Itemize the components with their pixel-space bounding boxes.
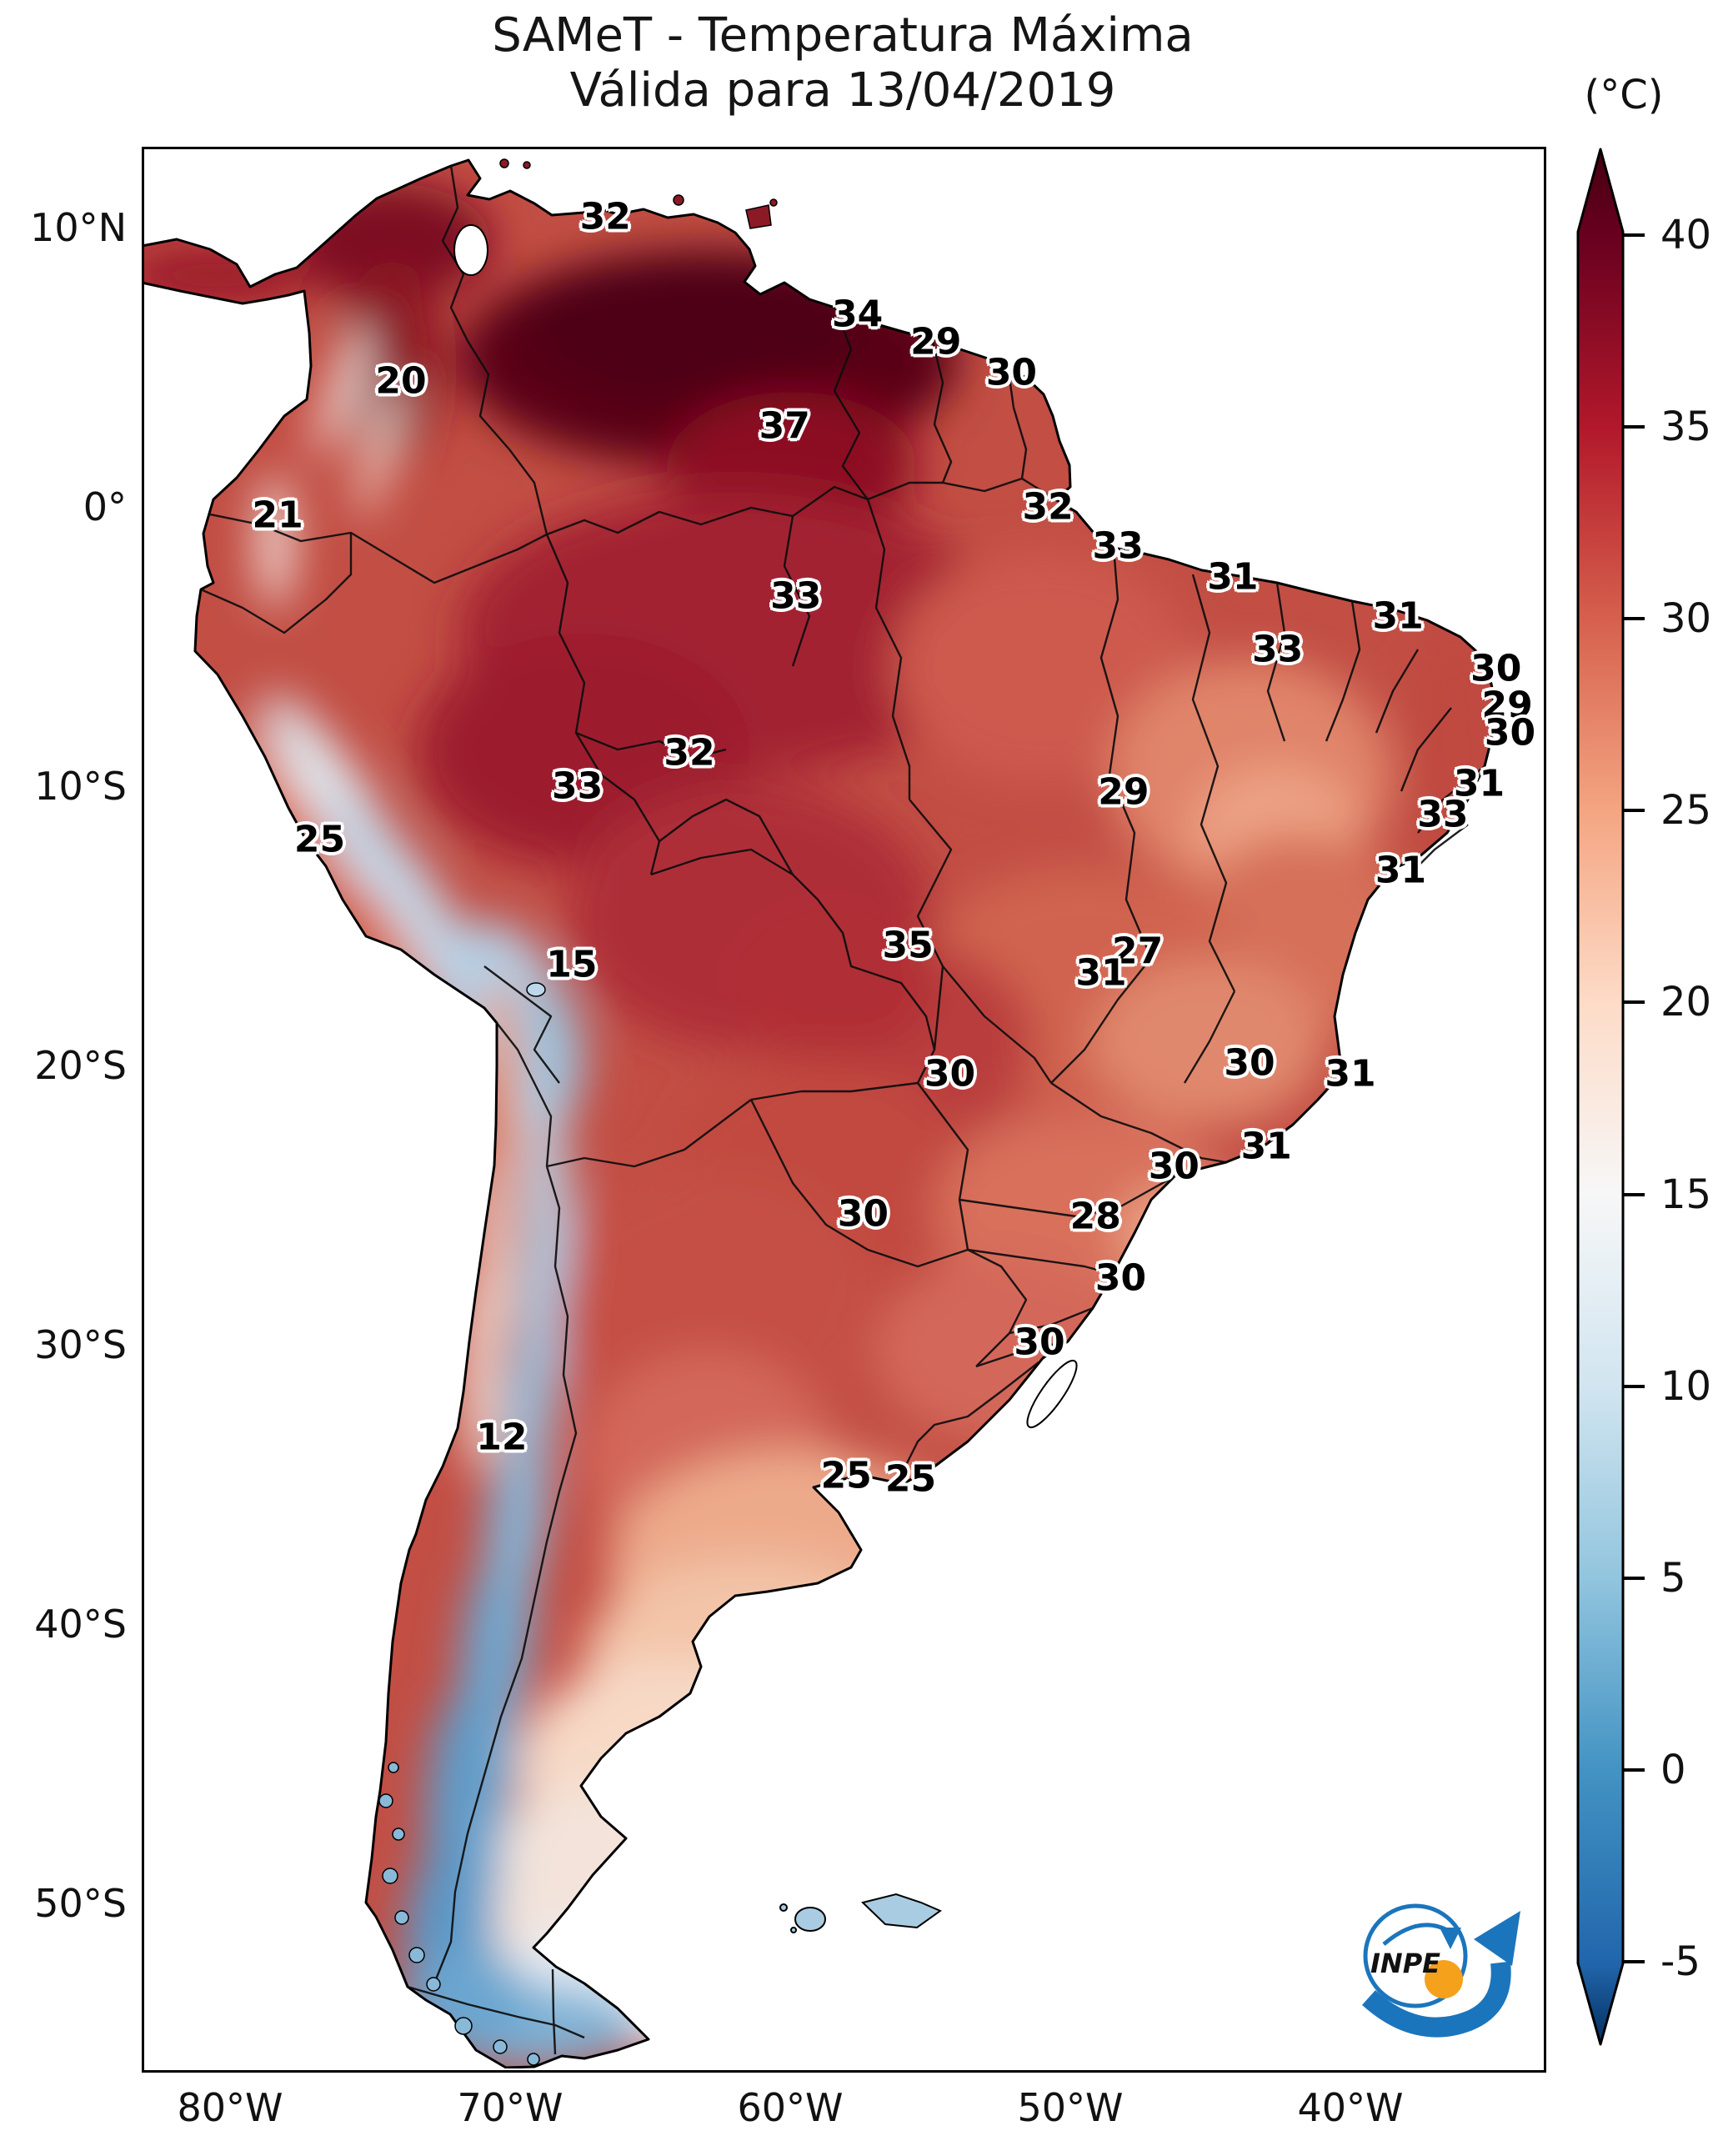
coastline [143, 158, 1495, 2068]
temperature-label: 30 [1484, 711, 1536, 755]
lake-maracaibo [453, 224, 488, 276]
lake-titicaca [526, 982, 546, 997]
colorbar-tick-label: 10 [1660, 1362, 1712, 1410]
inpe-logo-orange-dot [1425, 1960, 1463, 1998]
temperature-label: 31 [1372, 594, 1424, 638]
colorbar-tick-label: 40 [1660, 212, 1712, 258]
falkland-islands [779, 1893, 943, 1933]
lat-tick-label: 50°S [34, 1881, 127, 1926]
patagonia-islands [378, 1762, 540, 2066]
temperature-label: 21 [252, 494, 303, 537]
temperature-label: 32 [579, 195, 631, 238]
temperature-label: 30 [1148, 1145, 1200, 1188]
title-line-1: SAMeT - Temperatura Máxima [492, 8, 1194, 63]
temperature-label: 30 [837, 1192, 889, 1236]
temperature-label: 31 [1240, 1125, 1292, 1168]
lat-tick-label: 30°S [34, 1322, 127, 1367]
temperature-label: 33 [770, 574, 822, 618]
temperature-label: 30 [1094, 1256, 1147, 1300]
temperature-label: 32 [1022, 485, 1074, 529]
colorbar-tick-label: 30 [1660, 595, 1712, 643]
temperature-label: 30 [1224, 1041, 1275, 1085]
lon-tick-label: 40°W [1297, 2085, 1404, 2130]
lon-tick-label: 80°W [177, 2085, 283, 2130]
temperature-label: 31 [1207, 555, 1259, 599]
temperature-label: 33 [1417, 793, 1469, 835]
temperature-label: 37 [759, 404, 810, 448]
colorbar-tick-mark [1623, 233, 1645, 237]
colorbar-tick-mark [1623, 1000, 1645, 1005]
temperature-label: 31 [1453, 762, 1505, 805]
temperature-label: 25 [820, 1454, 872, 1497]
temperature-label: 29 [910, 320, 962, 364]
temperature-label: 25 [884, 1457, 937, 1501]
temperature-label: 20 [375, 359, 427, 403]
temperature-label: 31 [1325, 1052, 1376, 1096]
lon-tick-label: 70°W [457, 2085, 563, 2130]
temperature-label: 31 [1375, 849, 1427, 891]
temperature-label: 12 [476, 1416, 528, 1459]
political-borders [200, 165, 1485, 2055]
colorbar-tick-mark [1623, 809, 1645, 813]
temperature-label: 33 [1252, 628, 1304, 671]
colorbar-tick-mark [1623, 1767, 1645, 1772]
temperature-label: 33 [1092, 524, 1144, 568]
temperature-label: 29 [1481, 684, 1533, 727]
colorbar-tick-label: 25 [1660, 787, 1712, 835]
colorbar-tick-label: 20 [1660, 979, 1712, 1026]
temperature-label: 32 [664, 731, 715, 775]
colorbar-tick-label: 0 [1660, 1746, 1686, 1793]
temperature-label: 15 [546, 943, 598, 986]
title-line-2: Válida para 13/04/2019 [569, 63, 1116, 118]
lagoa-dos-patos [1026, 1359, 1078, 1429]
lon-tick-label: 50°W [1017, 2085, 1124, 2130]
colorbar-tick-label: 15 [1660, 1171, 1712, 1218]
lon-tick-label: 60°W [737, 2085, 844, 2130]
temperature-label: 35 [882, 924, 934, 967]
plot-frame [142, 147, 1546, 2073]
lat-tick-label: 0° [83, 484, 127, 529]
temperature-label: 25 [293, 818, 346, 861]
temperature-label: 30 [1470, 647, 1522, 690]
temperature-label: 30 [1014, 1321, 1065, 1364]
colorbar-tick-label: 35 [1660, 404, 1712, 451]
colorbar-tick-label: 5 [1660, 1554, 1686, 1602]
colorbar [1576, 148, 1625, 2046]
inpe-logo-text: INPE [1370, 1948, 1440, 1979]
temperature-label: 27 [1112, 930, 1164, 973]
colorbar-tick-mark [1623, 617, 1645, 621]
colorbar-tick-mark [1623, 1960, 1645, 1963]
figure-title: SAMeT - Temperatura Máxima Válida para 1… [142, 8, 1544, 118]
colorbar-unit-label: (°C) [1584, 72, 1664, 118]
caribbean-islands [499, 158, 778, 229]
inpe-logo: INPE [1361, 1903, 1520, 2038]
temperature-label: 30 [924, 1052, 976, 1096]
colorbar-tick-mark [1623, 1384, 1645, 1388]
lat-tick-label: 40°S [34, 1602, 127, 1647]
temperature-label: 28 [1069, 1195, 1121, 1238]
temperature-label: 33 [552, 765, 604, 808]
colorbar-tick-mark [1623, 1576, 1645, 1580]
lat-tick-label: 10°N [30, 205, 127, 250]
temperature-label: 29 [1098, 770, 1150, 814]
lat-tick-label: 20°S [34, 1043, 127, 1088]
colorbar-tick-mark [1623, 425, 1645, 429]
colorbar-tick-mark [1623, 1192, 1645, 1196]
temperature-label: 30 [985, 351, 1038, 394]
temperature-label: 34 [832, 293, 884, 336]
colorbar-tick-label: -5 [1660, 1938, 1700, 1985]
lat-tick-label: 10°S [34, 764, 127, 809]
temperature-label: 31 [1075, 951, 1127, 995]
